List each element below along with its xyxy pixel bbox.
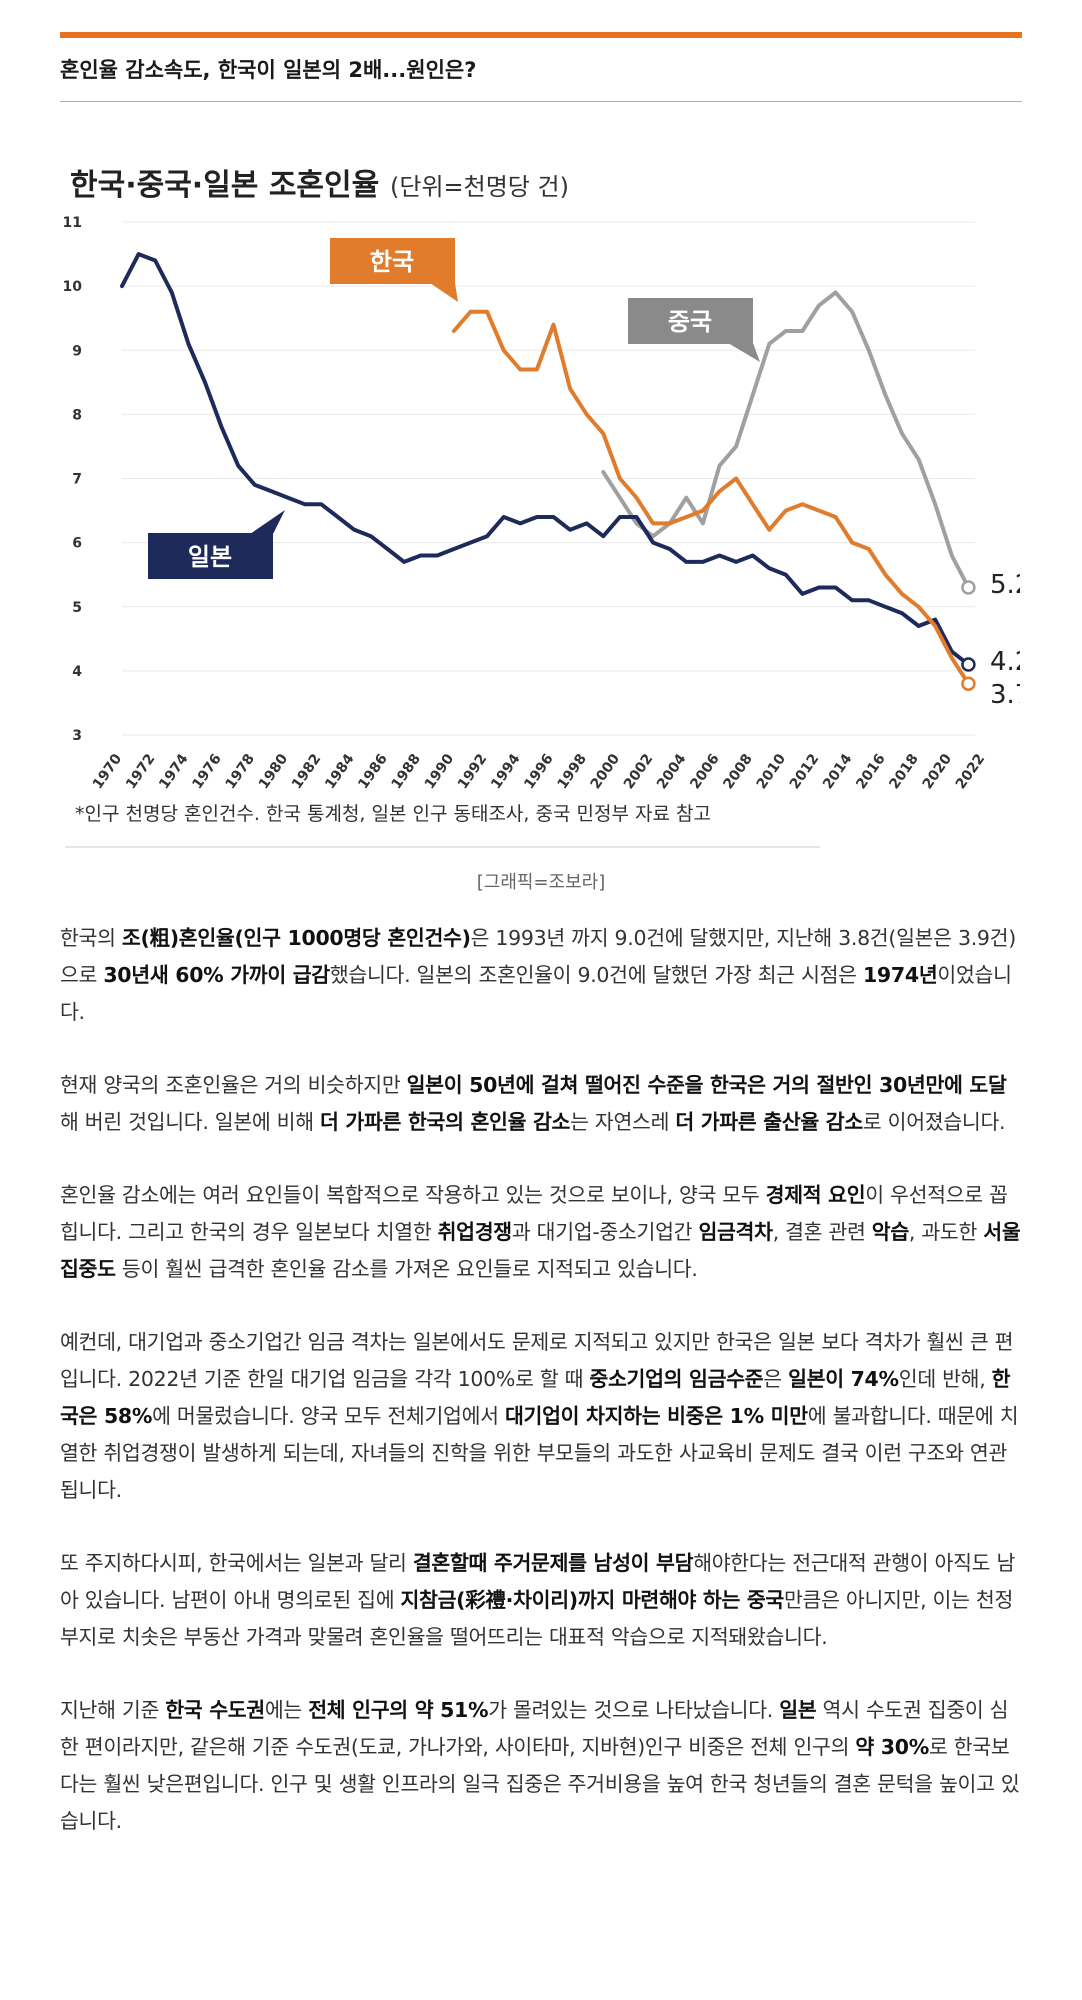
legend-label-japan: 일본 (188, 543, 232, 571)
x-tick-label: 1998 (555, 751, 590, 792)
article-paragraph-5: 또 주지하다시피, 한국에서는 일본과 달리 결혼할때 주거문제를 남성이 부담… (60, 1551, 1016, 1649)
x-tick-label: 2008 (720, 751, 755, 792)
x-tick-label: 2004 (654, 751, 690, 792)
y-tick-label: 5 (72, 600, 82, 616)
x-tick-label: 2002 (621, 751, 656, 792)
legend-callout-japan: 일본 (148, 510, 285, 579)
legend-label-china: 중국 (668, 308, 712, 336)
x-tick-label: 1980 (256, 751, 292, 792)
header-accent-bar (60, 32, 1022, 38)
article-paragraph-6: 지난해 기준 한국 수도권에는 전체 인구의 약 51%가 몰려있는 것으로 나… (60, 1698, 1020, 1833)
x-tick-label: 2014 (820, 751, 856, 792)
header-divider (60, 101, 1022, 102)
x-tick-label: 1982 (289, 751, 324, 792)
x-tick-label: 2010 (754, 751, 790, 792)
x-tick-label: 2022 (953, 751, 988, 792)
series-end-point (961, 657, 976, 672)
y-tick-label: 3 (72, 728, 82, 744)
y-axis-ticks: 3 4 5 6 7 8 9 10 11 (63, 215, 83, 744)
article-paragraph-3: 혼인율 감소에는 여러 요인들이 복합적으로 작용하고 있는 것으로 보이나, … (60, 1183, 1021, 1281)
x-tick-label: 1970 (90, 751, 126, 792)
x-tick-label: 1986 (355, 751, 390, 792)
end-label-china: 5.2 (990, 570, 1020, 600)
x-tick-label: 1984 (322, 751, 358, 792)
legend-callout-china: 중국 (628, 298, 760, 362)
marriage-rate-chart: 한국·중국·일본 조혼인율 (단위=천명당 건) 3 4 5 6 7 8 9 10 11 197… (63, 168, 1020, 848)
x-tick-label: 1972 (123, 751, 158, 792)
x-tick-label: 2000 (588, 751, 624, 792)
x-tick-label: 2012 (787, 751, 822, 792)
y-tick-label: 9 (72, 343, 82, 359)
x-tick-label: 2006 (687, 751, 722, 792)
x-tick-label: 1990 (422, 751, 458, 792)
x-tick-label: 2016 (853, 751, 888, 792)
series-end-point (961, 676, 976, 691)
y-tick-label: 10 (63, 279, 83, 295)
x-axis-ticks: 1970197219741976197819801982198419861988… (90, 751, 988, 792)
article-paragraph-2: 현재 양국의 조혼인율은 거의 비슷하지만 일본이 50년에 걸쳐 떨어진 수준… (60, 1073, 1007, 1134)
chart-series (120, 252, 976, 691)
series-line-japan (120, 252, 971, 667)
x-tick-label: 1976 (189, 751, 224, 792)
legend-callout-korea: 한국 (330, 238, 458, 302)
end-label-japan: 4.2 (990, 647, 1020, 677)
y-tick-label: 7 (72, 472, 82, 488)
article-body: 한국의 조(粗)혼인율(인구 1000명당 혼인건수)은 1993년 까지 9.… (60, 920, 1022, 1876)
x-tick-label: 1996 (521, 751, 556, 792)
x-tick-label: 2020 (920, 751, 956, 792)
graphic-caption: [그래픽=조보라] (476, 872, 606, 893)
chart-unit-note: (단위=천명당 건) (390, 173, 569, 201)
y-tick-label: 4 (72, 664, 82, 680)
x-tick-label: 1974 (156, 751, 192, 792)
series-end-point (961, 580, 976, 595)
x-tick-label: 2018 (886, 751, 921, 792)
article-paragraph-1: 한국의 조(粗)혼인율(인구 1000명당 혼인건수)은 1993년 까지 9.… (60, 926, 1016, 1024)
end-label-korea: 3.7 (990, 680, 1020, 710)
article-paragraph-4: 예컨데, 대기업과 중소기업간 임금 격차는 일본에서도 문제로 지적되고 있지… (60, 1330, 1019, 1502)
chart-title: 한국·중국·일본 조혼인율 (70, 168, 379, 203)
series-line-korea (451, 309, 971, 686)
y-tick-label: 8 (72, 407, 82, 423)
x-tick-label: 1994 (488, 751, 524, 792)
x-tick-label: 1978 (223, 751, 258, 792)
x-tick-label: 1992 (455, 751, 490, 792)
x-tick-label: 1988 (389, 751, 424, 792)
series-line-china (601, 290, 971, 590)
article-headline: 혼인율 감소속도, 한국이 일본의 2배...원인은? (60, 58, 477, 82)
chart-source-note: *인구 천명당 혼인건수. 한국 통계청, 일본 인구 동태조사, 중국 민정부… (75, 803, 711, 825)
legend-label-korea: 한국 (370, 248, 414, 276)
y-tick-label: 11 (63, 215, 82, 231)
y-tick-label: 6 (72, 536, 82, 552)
